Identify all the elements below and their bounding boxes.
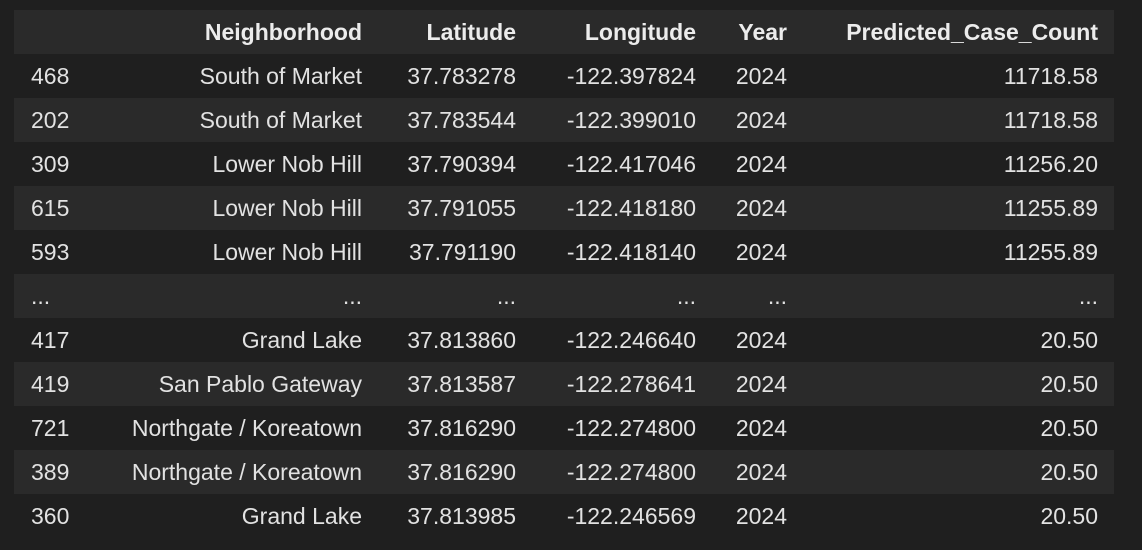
cell-latitude: 37.790394 — [378, 142, 532, 186]
table-row: 419 San Pablo Gateway 37.813587 -122.278641… — [14, 362, 1114, 406]
cell-longitude: -122.418140 — [532, 230, 712, 274]
table-row: 593 Lower Nob Hill 37.791190 -122.418140 202… — [14, 230, 1114, 274]
cell-longitude: -122.417046 — [532, 142, 712, 186]
table-row: 389 Northgate / Koreatown 37.816290 -122.27… — [14, 450, 1114, 494]
cell-longitude: -122.246569 — [532, 494, 712, 538]
table-row: 615 Lower Nob Hill 37.791055 -122.418180 202… — [14, 186, 1114, 230]
cell-latitude: 37.813860 — [378, 318, 532, 362]
cell-longitude: ... — [532, 274, 712, 318]
cell-predicted-case-count: 20.50 — [803, 318, 1114, 362]
table-row: .................. — [14, 274, 1114, 318]
table-row: 721 Northgate / Koreatown 37.816290 -122.27… — [14, 406, 1114, 450]
cell-predicted-case-count: 20.50 — [803, 450, 1114, 494]
row-index: 419 — [14, 362, 104, 406]
cell-neighborhood: Northgate / Koreatown — [104, 406, 378, 450]
cell-latitude: 37.816290 — [378, 406, 532, 450]
cell-latitude: 37.783544 — [378, 98, 532, 142]
table-row: 360 Grand Lake 37.813985 -122.246569 2024 20.… — [14, 494, 1114, 538]
cell-neighborhood: South of Market — [104, 98, 378, 142]
cell-year: 2024 — [712, 450, 803, 494]
cell-predicted-case-count: 20.50 — [803, 406, 1114, 450]
cell-year: 2024 — [712, 186, 803, 230]
cell-latitude: 37.791055 — [378, 186, 532, 230]
column-header-latitude: Latitude — [378, 10, 532, 54]
cell-latitude: 37.816290 — [378, 450, 532, 494]
row-index: 417 — [14, 318, 104, 362]
cell-latitude: ... — [378, 274, 532, 318]
cell-year: 2024 — [712, 98, 803, 142]
cell-neighborhood: Lower Nob Hill — [104, 142, 378, 186]
cell-longitude: -122.397824 — [532, 54, 712, 98]
cell-year: 2024 — [712, 142, 803, 186]
cell-year: ... — [712, 274, 803, 318]
table-row: 202 South of Market 37.783544 -122.399010 20… — [14, 98, 1114, 142]
dataframe-output: Neighborhood Latitude Longitude Year Pre… — [14, 10, 1114, 538]
cell-neighborhood: Grand Lake — [104, 318, 378, 362]
row-index: 615 — [14, 186, 104, 230]
cell-predicted-case-count: ... — [803, 274, 1114, 318]
cell-latitude: 37.791190 — [378, 230, 532, 274]
cell-year: 2024 — [712, 494, 803, 538]
cell-longitude: -122.274800 — [532, 450, 712, 494]
table-row: 417 Grand Lake 37.813860 -122.246640 2024 20.… — [14, 318, 1114, 362]
row-index: ... — [14, 274, 104, 318]
row-index: 309 — [14, 142, 104, 186]
cell-latitude: 37.783278 — [378, 54, 532, 98]
column-header-predicted-case-count: Predicted_Case_Count — [803, 10, 1114, 54]
cell-latitude: 37.813587 — [378, 362, 532, 406]
cell-predicted-case-count: 20.50 — [803, 494, 1114, 538]
cell-neighborhood: Grand Lake — [104, 494, 378, 538]
cell-latitude: 37.813985 — [378, 494, 532, 538]
cell-neighborhood: Lower Nob Hill — [104, 230, 378, 274]
column-header-neighborhood: Neighborhood — [104, 10, 378, 54]
table-row: 468 South of Market 37.783278 -122.397824 20… — [14, 54, 1114, 98]
cell-longitude: -122.399010 — [532, 98, 712, 142]
cell-year: 2024 — [712, 54, 803, 98]
cell-neighborhood: South of Market — [104, 54, 378, 98]
cell-longitude: -122.418180 — [532, 186, 712, 230]
cell-year: 2024 — [712, 406, 803, 450]
column-header-year: Year — [712, 10, 803, 54]
cell-year: 2024 — [712, 318, 803, 362]
cell-predicted-case-count: 11255.89 — [803, 186, 1114, 230]
cell-year: 2024 — [712, 230, 803, 274]
cell-neighborhood: Lower Nob Hill — [104, 186, 378, 230]
row-index: 389 — [14, 450, 104, 494]
row-index: 360 — [14, 494, 104, 538]
index-header — [14, 10, 104, 54]
cell-predicted-case-count: 20.50 — [803, 362, 1114, 406]
cell-year: 2024 — [712, 362, 803, 406]
column-header-longitude: Longitude — [532, 10, 712, 54]
cell-neighborhood: ... — [104, 274, 378, 318]
dataframe-table: Neighborhood Latitude Longitude Year Pre… — [14, 10, 1114, 538]
cell-predicted-case-count: 11718.58 — [803, 98, 1114, 142]
cell-neighborhood: San Pablo Gateway — [104, 362, 378, 406]
row-index: 721 — [14, 406, 104, 450]
cell-longitude: -122.278641 — [532, 362, 712, 406]
cell-neighborhood: Northgate / Koreatown — [104, 450, 378, 494]
row-index: 593 — [14, 230, 104, 274]
cell-predicted-case-count: 11718.58 — [803, 54, 1114, 98]
cell-longitude: -122.246640 — [532, 318, 712, 362]
cell-predicted-case-count: 11255.89 — [803, 230, 1114, 274]
row-index: 468 — [14, 54, 104, 98]
cell-predicted-case-count: 11256.20 — [803, 142, 1114, 186]
row-index: 202 — [14, 98, 104, 142]
header-row: Neighborhood Latitude Longitude Year Pre… — [14, 10, 1114, 54]
cell-longitude: -122.274800 — [532, 406, 712, 450]
table-row: 309 Lower Nob Hill 37.790394 -122.417046 202… — [14, 142, 1114, 186]
